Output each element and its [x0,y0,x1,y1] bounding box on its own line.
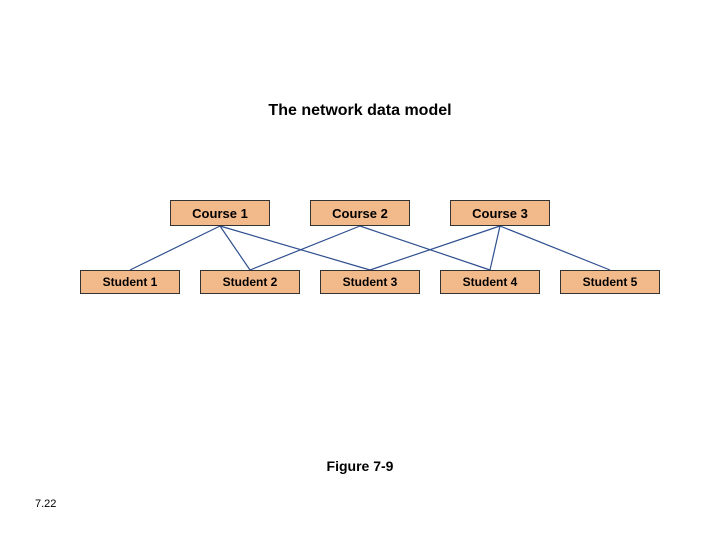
edge-line [250,226,360,270]
edge-line [490,226,500,270]
course-box: Course 2 [310,200,410,226]
edge-line [220,226,370,270]
edge-line [220,226,250,270]
student-box: Student 5 [560,270,660,294]
slide-title: The network data model [0,102,720,120]
figure-caption: Figure 7-9 [0,458,720,474]
page-number: 7.22 [35,498,56,510]
edge-line [500,226,610,270]
student-box: Student 3 [320,270,420,294]
network-diagram: Course 1 Course 2 Course 3 Student 1 Student… [60,200,660,320]
student-box: Student 4 [440,270,540,294]
edge-line [370,226,500,270]
course-box: Course 1 [170,200,270,226]
student-box: Student 1 [80,270,180,294]
edge-line [130,226,220,270]
course-box: Course 3 [450,200,550,226]
student-box: Student 2 [200,270,300,294]
edge-line [360,226,490,270]
